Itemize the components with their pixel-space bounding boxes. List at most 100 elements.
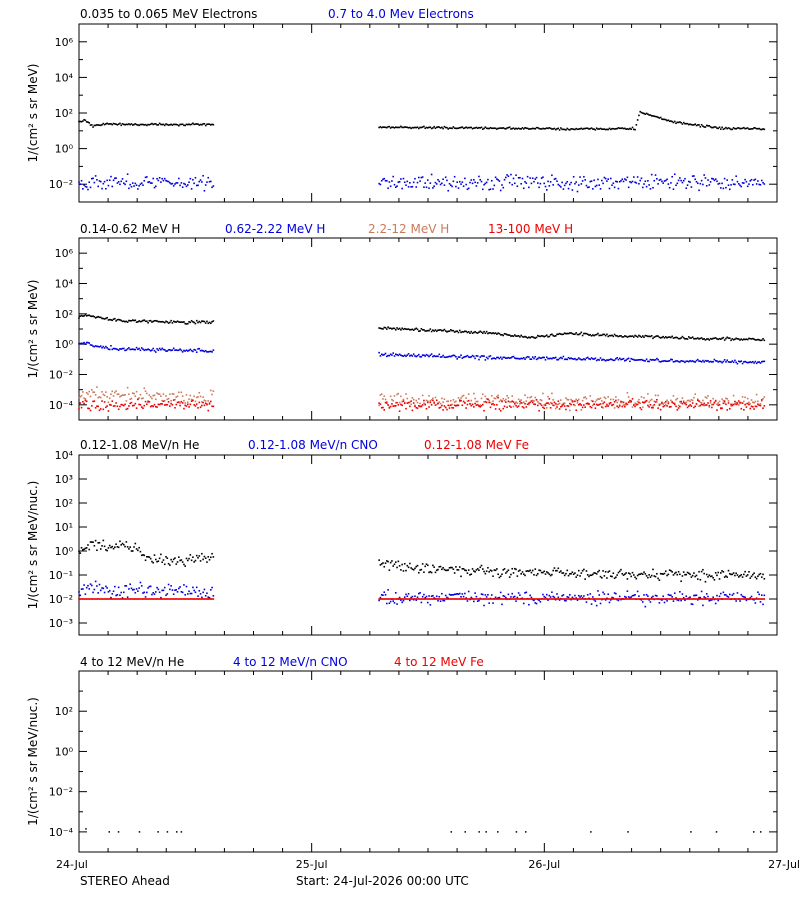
data-point: [464, 127, 466, 129]
data-point: [690, 576, 693, 578]
data-point: [82, 315, 84, 317]
data-point: [672, 598, 675, 600]
data-point: [657, 394, 659, 397]
data-point: [653, 115, 656, 118]
data-point: [418, 176, 420, 179]
data-point: [577, 333, 580, 336]
data-point: [107, 401, 110, 404]
data-point: [680, 402, 682, 404]
data-point: [394, 401, 397, 404]
data-point: [426, 127, 429, 129]
data-point: [675, 598, 677, 600]
data-point: [425, 126, 428, 129]
data-point: [648, 599, 650, 601]
data-point: [743, 400, 745, 403]
data-point: [659, 403, 662, 406]
data-point: [721, 407, 723, 410]
data-point: [190, 349, 193, 352]
data-point: [471, 332, 474, 335]
data-point: [722, 402, 725, 405]
data-point: [105, 406, 107, 409]
data-point: [740, 598, 743, 600]
data-point: [728, 598, 731, 600]
data-point: [414, 404, 416, 407]
data-point: [727, 400, 730, 402]
data-point: [153, 319, 156, 322]
data-point: [204, 124, 207, 127]
data-point: [589, 127, 592, 130]
data-point: [708, 406, 711, 408]
data-point: [424, 598, 427, 600]
data-point: [512, 177, 515, 180]
data-point: [488, 571, 490, 573]
data-point: [618, 405, 621, 408]
data-point: [398, 598, 401, 600]
data-point: [602, 402, 604, 405]
data-point: [611, 598, 613, 600]
data-point: [83, 184, 85, 186]
data-point: [203, 399, 206, 402]
data-point: [84, 119, 87, 122]
data-point: [189, 592, 192, 595]
data-point: [636, 598, 639, 600]
data-point: [432, 399, 434, 402]
data-point: [380, 393, 383, 395]
data-point: [705, 360, 708, 362]
data-point: [682, 571, 685, 573]
data-point: [112, 547, 115, 550]
data-point: [530, 182, 533, 185]
data-point: [481, 128, 484, 130]
data-point: [203, 320, 206, 323]
data-point: [406, 564, 409, 567]
data-point: [139, 320, 142, 323]
data-point: [571, 598, 574, 600]
data-point: [636, 590, 639, 593]
data-point: [685, 595, 688, 597]
data-point: [147, 400, 149, 402]
data-point: [731, 179, 734, 181]
data-point: [405, 407, 407, 410]
data-point: [684, 122, 686, 125]
data-point: [499, 399, 502, 401]
data-point: [406, 354, 409, 356]
data-point: [522, 187, 525, 190]
data-point: [685, 401, 688, 404]
data-point: [489, 598, 492, 600]
data-point: [438, 401, 441, 403]
data-point: [386, 355, 388, 358]
data-point: [169, 393, 171, 396]
data-point: [602, 570, 604, 572]
data-point: [554, 334, 557, 337]
data-point: [130, 348, 133, 351]
data-point: [211, 351, 213, 353]
data-point: [433, 401, 435, 403]
data-point: [581, 598, 584, 600]
data-point: [398, 410, 401, 412]
data-point: [466, 331, 469, 334]
data-point: [566, 358, 569, 361]
data-point: [406, 598, 409, 600]
data-point: [638, 401, 640, 404]
data-point: [382, 328, 384, 330]
data-point: [696, 398, 699, 401]
data-point: [574, 333, 576, 336]
data-point: [638, 114, 640, 117]
data-point: [174, 598, 176, 600]
data-point: [157, 588, 160, 591]
data-point: [639, 573, 641, 576]
data-point: [556, 569, 558, 572]
data-point: [672, 188, 675, 191]
data-point: [607, 395, 610, 398]
data-point: [162, 348, 165, 351]
data-point: [661, 401, 663, 404]
data-point: [162, 179, 165, 182]
data-point: [423, 125, 425, 128]
data-point: [378, 327, 380, 329]
data-point: [125, 541, 128, 543]
data-point: [421, 404, 424, 406]
data-point: [705, 338, 708, 340]
data-point: [503, 127, 506, 130]
data-point: [639, 406, 641, 409]
data-point: [744, 338, 746, 341]
data-point: [648, 114, 650, 116]
